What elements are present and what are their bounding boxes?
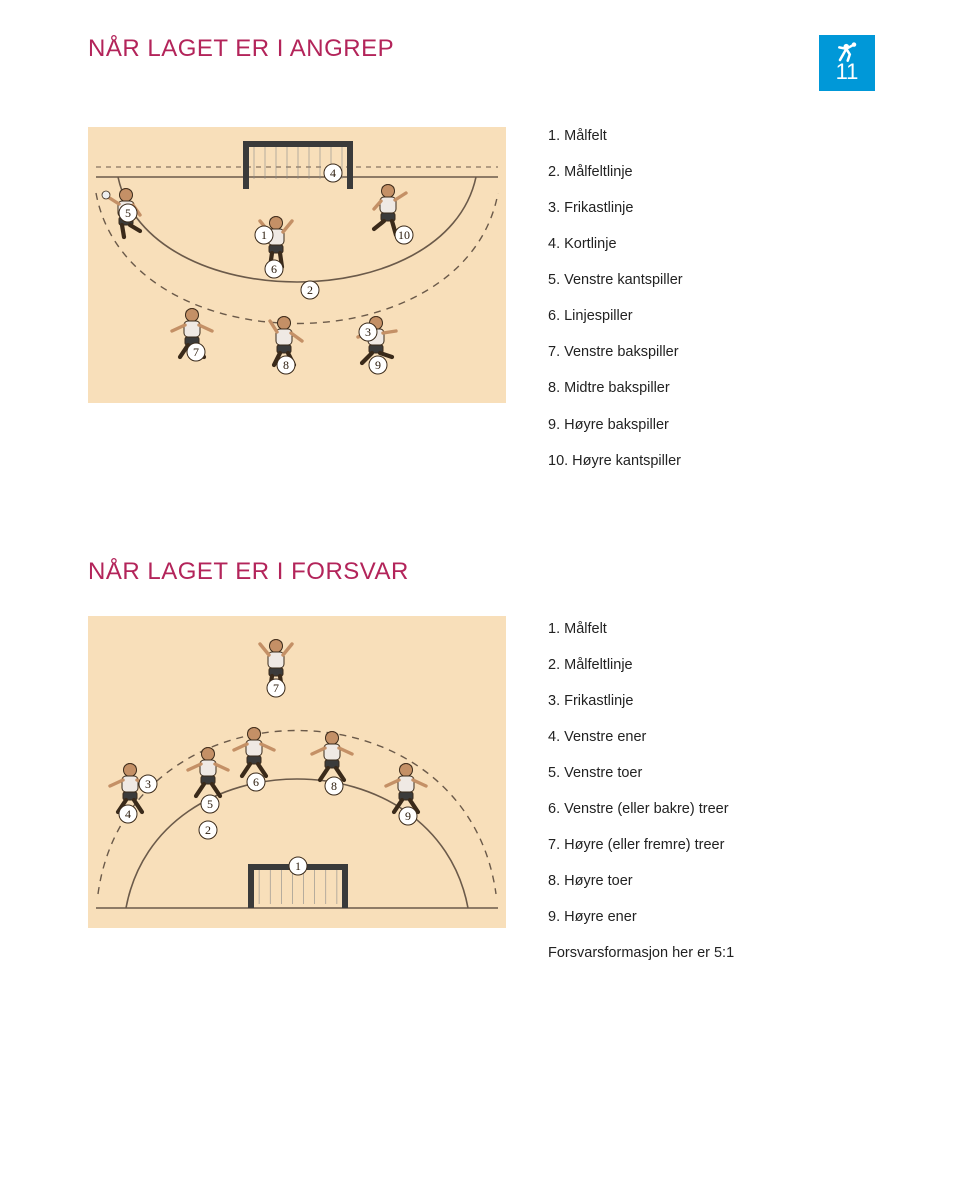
list-item: 5. Venstre toer xyxy=(548,764,734,784)
svg-text:3: 3 xyxy=(365,325,371,339)
list-item: 4. Venstre ener xyxy=(548,728,734,748)
diagram-angrep: 1 2 3 4 5 6 7 8 9 10 xyxy=(88,127,506,403)
list-item: 5. Venstre kantspiller xyxy=(548,271,683,291)
svg-text:1: 1 xyxy=(261,228,267,242)
svg-text:2: 2 xyxy=(307,283,313,297)
list-item: 2. Målfeltlinje xyxy=(548,163,683,183)
list-item: 4. Kortlinje xyxy=(548,235,683,255)
svg-text:3: 3 xyxy=(145,777,151,791)
list-item: 10. Høyre kantspiller xyxy=(548,452,683,472)
svg-text:1: 1 xyxy=(295,859,301,873)
list-item: 1. Målfelt xyxy=(548,620,734,640)
page-heading-1: NÅR LAGET ER I ANGREP xyxy=(88,35,394,63)
list-item: 9. Høyre ener xyxy=(548,908,734,928)
page-heading-2: NÅR LAGET ER I FORSVAR xyxy=(88,558,875,586)
list-item: 2. Målfeltlinje xyxy=(548,656,734,676)
svg-text:6: 6 xyxy=(253,775,259,789)
svg-text:7: 7 xyxy=(193,345,199,359)
list-item: 1. Målfelt xyxy=(548,127,683,147)
list-item: 3. Frikastlinje xyxy=(548,199,683,219)
svg-text:10: 10 xyxy=(398,228,410,242)
list-item: 7. Høyre (eller fremre) treer xyxy=(548,836,734,856)
list-item: Forsvarsformasjon her er 5:1 xyxy=(548,944,734,964)
svg-text:8: 8 xyxy=(331,779,337,793)
running-player-icon xyxy=(833,41,861,65)
list-forsvar: 1. Målfelt 2. Målfeltlinje 3. Frikastlinje… xyxy=(548,616,734,981)
list-item: 9. Høyre bakspiller xyxy=(548,416,683,436)
header-row: NÅR LAGET ER I ANGREP 11 xyxy=(88,35,875,91)
page-number-box: 11 xyxy=(819,35,875,91)
svg-text:8: 8 xyxy=(283,358,289,372)
svg-text:5: 5 xyxy=(207,797,213,811)
list-angrep: 1. Målfelt 2. Målfeltlinje 3. Frikastlinje… xyxy=(548,127,683,488)
svg-text:4: 4 xyxy=(125,807,131,821)
section-angrep: 1 2 3 4 5 6 7 8 9 10 1. Målfelt 2. Målfeltlinje 3. … xyxy=(88,127,875,488)
svg-text:9: 9 xyxy=(375,358,381,372)
svg-text:2: 2 xyxy=(205,823,211,837)
svg-text:4: 4 xyxy=(330,166,336,180)
list-item: 6. Venstre (eller bakre) treer xyxy=(548,800,734,820)
diagram-forsvar: 1 2 3 4 5 6 7 8 9 xyxy=(88,616,506,928)
list-item: 6. Linjespiller xyxy=(548,307,683,327)
svg-text:9: 9 xyxy=(405,809,411,823)
svg-text:7: 7 xyxy=(273,681,279,695)
list-item: 7. Venstre bakspiller xyxy=(548,343,683,363)
section-forsvar: 1 2 3 4 5 6 7 8 9 1. Målfelt 2. Målfeltlinje 3. Fr… xyxy=(88,616,875,981)
list-item: 8. Midtre bakspiller xyxy=(548,379,683,399)
list-item: 8. Høyre toer xyxy=(548,872,734,892)
svg-text:6: 6 xyxy=(271,262,277,276)
svg-text:5: 5 xyxy=(125,206,131,220)
list-item: 3. Frikastlinje xyxy=(548,692,734,712)
